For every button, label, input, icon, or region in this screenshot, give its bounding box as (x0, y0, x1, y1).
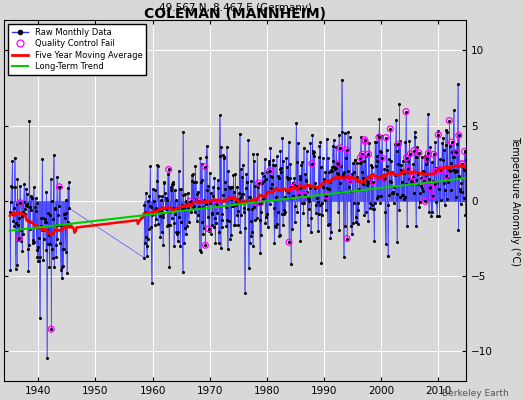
Point (204, 226, 213, 232)
Point (452, 149, 461, 156)
Point (430, 151, 438, 158)
Point (288, 184, 296, 191)
Point (308, 160, 316, 167)
Point (356, 154, 365, 161)
Point (431, 168, 440, 174)
Point (429, 192, 437, 199)
Point (322, 192, 330, 199)
Text: 49.567 N, 8.467 E (Germany): 49.567 N, 8.467 E (Germany) (159, 3, 312, 13)
Point (423, 156, 431, 162)
Point (386, 126, 395, 132)
Point (255, 180, 263, 186)
Point (461, 148, 469, 155)
Point (402, 108, 410, 115)
Point (358, 151, 366, 158)
Point (380, 175, 389, 182)
Point (434, 132, 443, 138)
Point (256, 200, 265, 206)
Point (195, 198, 203, 204)
Point (201, 163, 209, 170)
Title: COLEMAN (MANNHEIM): COLEMAN (MANNHEIM) (144, 6, 326, 20)
Point (458, 161, 467, 167)
Point (301, 192, 309, 198)
Point (406, 151, 414, 157)
Point (404, 166, 412, 172)
Point (15, 235, 24, 242)
Point (294, 192, 303, 198)
Point (414, 150, 423, 156)
Point (425, 184, 434, 191)
Point (364, 151, 373, 157)
Point (424, 150, 433, 156)
Point (342, 147, 351, 153)
Point (382, 134, 390, 141)
Point (457, 160, 466, 167)
Point (336, 145, 344, 151)
Point (361, 138, 369, 145)
Point (420, 178, 428, 184)
Point (394, 141, 402, 148)
Point (455, 132, 463, 138)
Point (421, 198, 429, 205)
Point (201, 242, 210, 248)
Point (266, 168, 274, 174)
Point (402, 154, 411, 161)
Point (430, 181, 439, 188)
Point (437, 166, 445, 173)
Point (165, 166, 173, 173)
Point (445, 117, 453, 124)
Point (447, 139, 456, 145)
Y-axis label: Temperature Anomaly (°C): Temperature Anomaly (°C) (510, 136, 520, 266)
Point (252, 199, 260, 205)
Point (410, 148, 418, 154)
Point (442, 172, 451, 179)
Point (375, 134, 383, 140)
Point (345, 175, 354, 181)
Point (291, 183, 300, 189)
Point (213, 202, 221, 208)
Text: Berkeley Earth: Berkeley Earth (442, 389, 508, 398)
Point (16, 200, 25, 206)
Point (436, 167, 444, 174)
Point (408, 178, 417, 185)
Point (361, 136, 369, 143)
Point (378, 155, 386, 161)
Point (343, 235, 351, 242)
Point (187, 198, 195, 204)
Point (55, 184, 63, 190)
Point (47, 326, 56, 332)
Point (346, 177, 355, 184)
Point (334, 160, 343, 167)
Point (285, 239, 293, 246)
Point (369, 178, 377, 185)
Point (409, 174, 417, 180)
Legend: Raw Monthly Data, Quality Control Fail, Five Year Moving Average, Long-Term Tren: Raw Monthly Data, Quality Control Fail, … (8, 24, 146, 75)
